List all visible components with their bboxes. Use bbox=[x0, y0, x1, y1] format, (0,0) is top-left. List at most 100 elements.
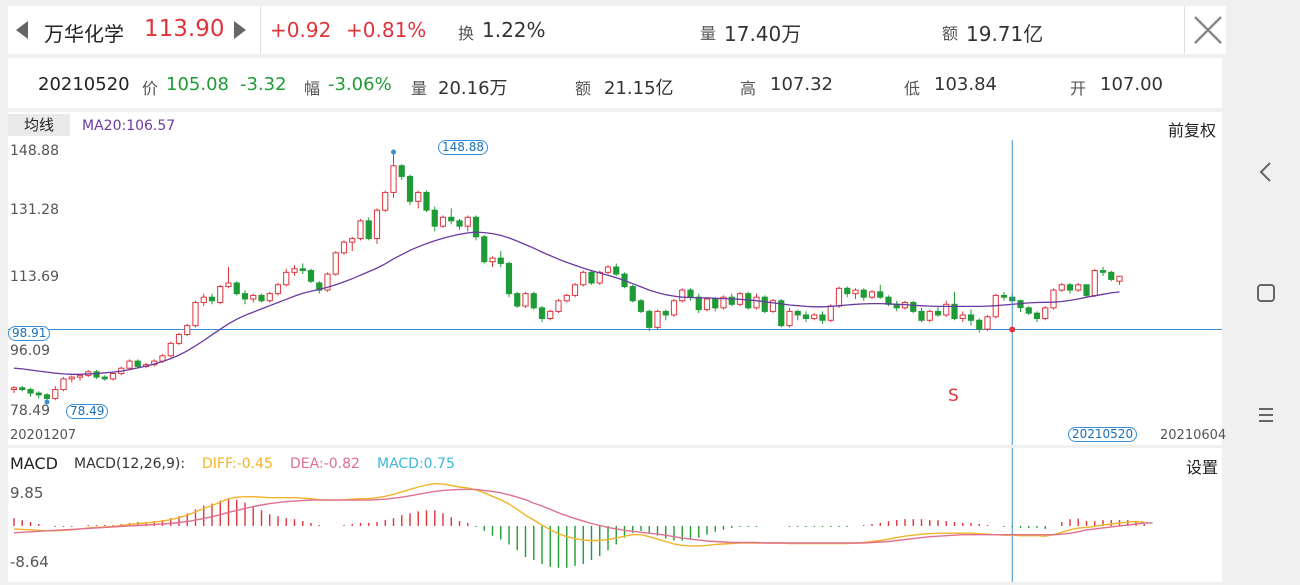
candle-down bbox=[728, 296, 735, 305]
candle-down bbox=[93, 371, 100, 378]
home-icon[interactable] bbox=[1256, 283, 1276, 303]
macd-settings-button[interactable]: 设置 bbox=[1186, 458, 1219, 477]
back-icon[interactable] bbox=[1256, 160, 1276, 184]
candle-down bbox=[629, 286, 636, 302]
candle-down bbox=[538, 307, 546, 320]
sell-signal-marker: S bbox=[948, 386, 959, 406]
candle-down bbox=[497, 257, 504, 264]
price-change-percent: +0.81% bbox=[346, 18, 427, 42]
candle-down bbox=[761, 296, 768, 312]
candle-down bbox=[802, 314, 810, 320]
candle-up bbox=[373, 209, 381, 240]
menu-icon[interactable] bbox=[1256, 405, 1276, 425]
ma20-line bbox=[13, 231, 1120, 375]
ma20-value: MA20:106.57 bbox=[82, 118, 176, 134]
candle-up bbox=[390, 165, 397, 193]
candle-up bbox=[126, 360, 133, 369]
low-label: 低 bbox=[904, 79, 921, 98]
candle-down bbox=[423, 191, 430, 211]
day-amount: 21.15亿 bbox=[604, 78, 674, 99]
candle-up bbox=[109, 373, 117, 380]
candle-up bbox=[489, 257, 496, 263]
candle-up bbox=[283, 271, 290, 286]
candle-up bbox=[926, 310, 933, 321]
candle-up bbox=[340, 241, 348, 254]
next-stock-arrow-icon[interactable] bbox=[234, 21, 246, 39]
candle-down bbox=[27, 389, 34, 394]
candle-down bbox=[19, 387, 26, 391]
candle-up bbox=[654, 310, 661, 328]
candle-down bbox=[448, 216, 455, 222]
day-amount-label: 额 bbox=[575, 79, 592, 98]
candle-up bbox=[1058, 284, 1065, 291]
candle-down bbox=[1099, 270, 1107, 273]
candle-up bbox=[382, 191, 389, 211]
y-label-131: 131.28 bbox=[10, 202, 59, 218]
macd-value: MACD:0.75 bbox=[377, 456, 455, 472]
candle-up bbox=[670, 300, 678, 316]
candle-down bbox=[241, 293, 249, 300]
candle-up bbox=[349, 238, 356, 243]
candle-up bbox=[1116, 275, 1123, 282]
candle-up bbox=[835, 287, 843, 307]
candle-up bbox=[1050, 289, 1057, 309]
cursor-date-tag: 20210520 bbox=[1068, 427, 1138, 442]
candle-down bbox=[307, 270, 315, 282]
high-label: 高 bbox=[740, 79, 757, 98]
candle-up bbox=[52, 389, 59, 399]
day-open: 107.00 bbox=[1100, 74, 1163, 95]
panel-separator bbox=[8, 445, 1222, 448]
macd-params: MACD(12,26,9): bbox=[74, 456, 186, 472]
selected-day-info: 20210520 价 105.08 -3.32 幅 -3.06% 量 20.16… bbox=[8, 58, 1222, 108]
candle-down bbox=[712, 298, 719, 309]
candle-up bbox=[769, 300, 777, 312]
y-label-113: 113.69 bbox=[10, 269, 59, 285]
day-price: 105.08 bbox=[166, 74, 229, 95]
max-price-tag: 148.88 bbox=[438, 140, 488, 155]
candle-down bbox=[233, 282, 240, 295]
adjust-mode-button[interactable]: 前复权 bbox=[1168, 121, 1217, 140]
macd-dea-line bbox=[13, 488, 1153, 544]
candle-up bbox=[827, 305, 834, 321]
candle-up bbox=[1075, 284, 1082, 291]
close-icon[interactable] bbox=[1192, 14, 1224, 46]
candle-down bbox=[1066, 284, 1074, 291]
macd-title[interactable]: MACD bbox=[10, 454, 58, 473]
candle-down bbox=[778, 300, 785, 327]
candle-down bbox=[43, 394, 51, 399]
candle-down bbox=[695, 296, 702, 311]
candle-up bbox=[959, 314, 966, 320]
candle-down bbox=[687, 289, 694, 298]
candle-down bbox=[481, 236, 488, 263]
candle-up bbox=[703, 298, 711, 311]
candle-down bbox=[1083, 284, 1090, 296]
candle-up bbox=[10, 387, 18, 391]
price-change: +0.92 bbox=[270, 18, 332, 42]
candle-up bbox=[192, 302, 199, 327]
candle-down bbox=[877, 291, 884, 298]
candle-up bbox=[943, 303, 950, 316]
candle-up bbox=[1091, 270, 1098, 296]
y-label-148: 148.88 bbox=[10, 143, 59, 159]
macd-diff-line bbox=[13, 482, 1145, 547]
volume-label: 量 bbox=[700, 24, 717, 43]
candlestick-chart[interactable] bbox=[8, 112, 1222, 582]
candle-down bbox=[472, 216, 480, 238]
range-label: 幅 bbox=[304, 79, 321, 98]
candle-down bbox=[860, 289, 867, 298]
system-nav-bar bbox=[1236, 0, 1300, 585]
ma-tab[interactable]: 均线 bbox=[8, 114, 70, 136]
candle-up bbox=[984, 316, 991, 330]
candle-down bbox=[819, 314, 826, 321]
prev-stock-arrow-icon[interactable] bbox=[16, 21, 28, 39]
min-price-tag: 78.49 bbox=[66, 404, 109, 419]
candle-up bbox=[753, 296, 760, 309]
candle-down bbox=[258, 294, 265, 302]
header-divider bbox=[260, 6, 261, 54]
candle-down bbox=[934, 310, 942, 316]
candle-up bbox=[679, 289, 686, 302]
macd-y-bottom: -8.64 bbox=[10, 553, 49, 571]
candle-up bbox=[786, 310, 793, 327]
candle-down bbox=[1000, 294, 1008, 298]
candle-up bbox=[555, 300, 562, 312]
